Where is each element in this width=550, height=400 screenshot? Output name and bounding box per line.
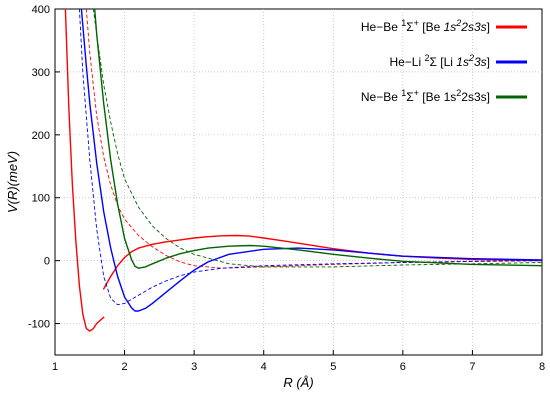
series-line-3 <box>80 9 542 312</box>
legend-label-1: He−Li 2Σ [Li 1s23s] <box>389 53 490 69</box>
x-tick-label: 1 <box>52 361 58 373</box>
legend: He−Be 1Σ+ [Be 1s22s3s] He−Li 2Σ [Li 1s23s… <box>361 18 527 104</box>
y-tick-label: 100 <box>32 193 50 205</box>
y-tick-label: -100 <box>28 319 50 331</box>
series-line-5 <box>93 9 542 269</box>
x-tick-label: 6 <box>400 361 406 373</box>
y-tick-label: 300 <box>32 67 50 79</box>
legend-label-2: Ne−Be 1Σ+ [Be 1s22s3s] <box>361 88 490 104</box>
x-axis-title: R (Å) <box>283 375 313 390</box>
x-tick-label: 5 <box>330 361 336 373</box>
series-line-6 <box>92 9 542 268</box>
x-tick-label: 3 <box>191 361 197 373</box>
x-tick-label: 7 <box>469 361 475 373</box>
series-line-1 <box>85 9 542 269</box>
y-tick-label: 0 <box>44 256 50 268</box>
x-tick-label: 2 <box>122 361 128 373</box>
grid <box>55 9 542 355</box>
series-line-2 <box>102 234 542 290</box>
legend-label-0: He−Be 1Σ+ [Be 1s22s3s] <box>361 18 490 34</box>
x-tick-label: 4 <box>261 361 267 373</box>
plot-frame <box>54 8 543 356</box>
x-tick-label: 8 <box>539 361 545 373</box>
y-tick-label: 400 <box>32 4 50 16</box>
series-line-4 <box>78 9 542 306</box>
series-line-0 <box>64 9 105 332</box>
y-axis-title: V(R)(meV) <box>5 151 20 213</box>
ticks: 1 2 3 4 5 6 7 8 -100 0 100 200 300 400 <box>28 4 545 373</box>
y-tick-label: 200 <box>32 130 50 142</box>
series-group <box>64 9 542 332</box>
